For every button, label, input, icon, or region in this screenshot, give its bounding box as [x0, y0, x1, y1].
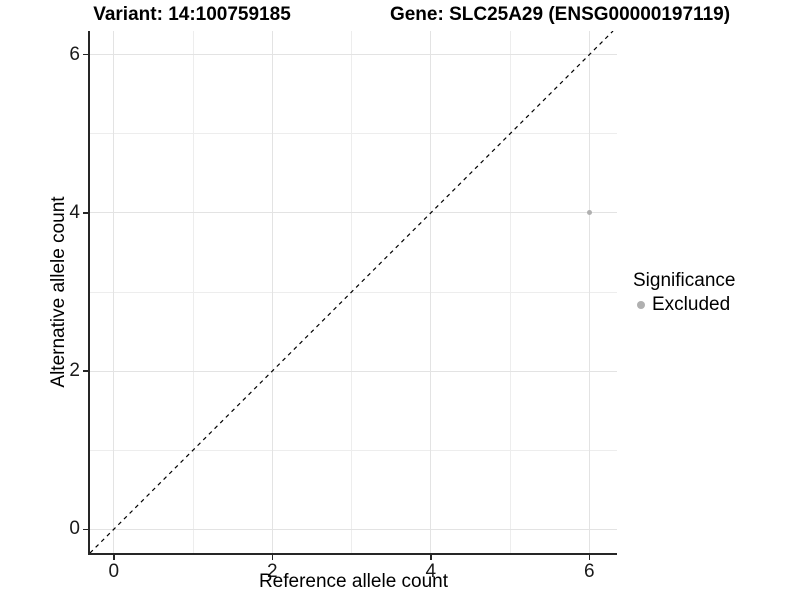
y-major-gridline	[90, 370, 617, 372]
x-tick-label: 0	[108, 561, 120, 582]
x-axis-title: Reference allele count	[258, 571, 449, 592]
legend-item-label: Excluded	[652, 294, 731, 315]
y-minor-gridline	[90, 449, 617, 451]
y-major-gridline	[90, 212, 617, 214]
y-minor-gridline	[90, 133, 617, 135]
x-tick-label: 2	[266, 561, 278, 582]
y-tick-label: 2	[69, 360, 80, 382]
legend-point-icon	[637, 300, 645, 309]
variant-title: Variant: 14:100759185	[93, 4, 291, 25]
y-axis-line	[88, 31, 90, 555]
plot-panel: 0 2 4 6 0 2 4 6	[69, 31, 617, 582]
y-tick-label: 4	[69, 201, 80, 223]
y-tick-label: 6	[69, 43, 80, 65]
y-tick-mark	[83, 53, 88, 56]
x-tick-label: 4	[425, 561, 437, 582]
x-major-gridline	[113, 31, 115, 553]
legend-title: Significance	[633, 270, 736, 291]
identity-line	[90, 31, 614, 553]
legend: Significance Excluded	[633, 270, 735, 315]
x-tick-mark	[113, 555, 115, 560]
y-minor-gridline	[90, 291, 617, 293]
x-tick-mark	[588, 555, 590, 560]
y-tick-mark	[83, 370, 88, 372]
gene-title: Gene: SLC25A29 (ENSG00000197119)	[389, 4, 731, 25]
x-tick-mark	[271, 555, 274, 560]
x-axis-line	[88, 553, 617, 555]
x-major-gridline	[588, 31, 590, 553]
y-major-gridline	[90, 54, 617, 56]
y-axis-title: Alternative allele count	[48, 196, 69, 388]
data-point	[586, 210, 592, 216]
x-tick-label: 6	[583, 561, 595, 582]
x-major-gridline	[271, 31, 273, 553]
legend-item-excluded: Excluded	[633, 294, 735, 315]
y-major-gridline	[90, 528, 617, 530]
y-tick-label: 0	[69, 518, 80, 540]
x-tick-mark	[430, 555, 432, 560]
y-tick-mark	[83, 212, 88, 214]
y-tick-mark	[83, 528, 88, 531]
x-major-gridline	[430, 31, 432, 553]
